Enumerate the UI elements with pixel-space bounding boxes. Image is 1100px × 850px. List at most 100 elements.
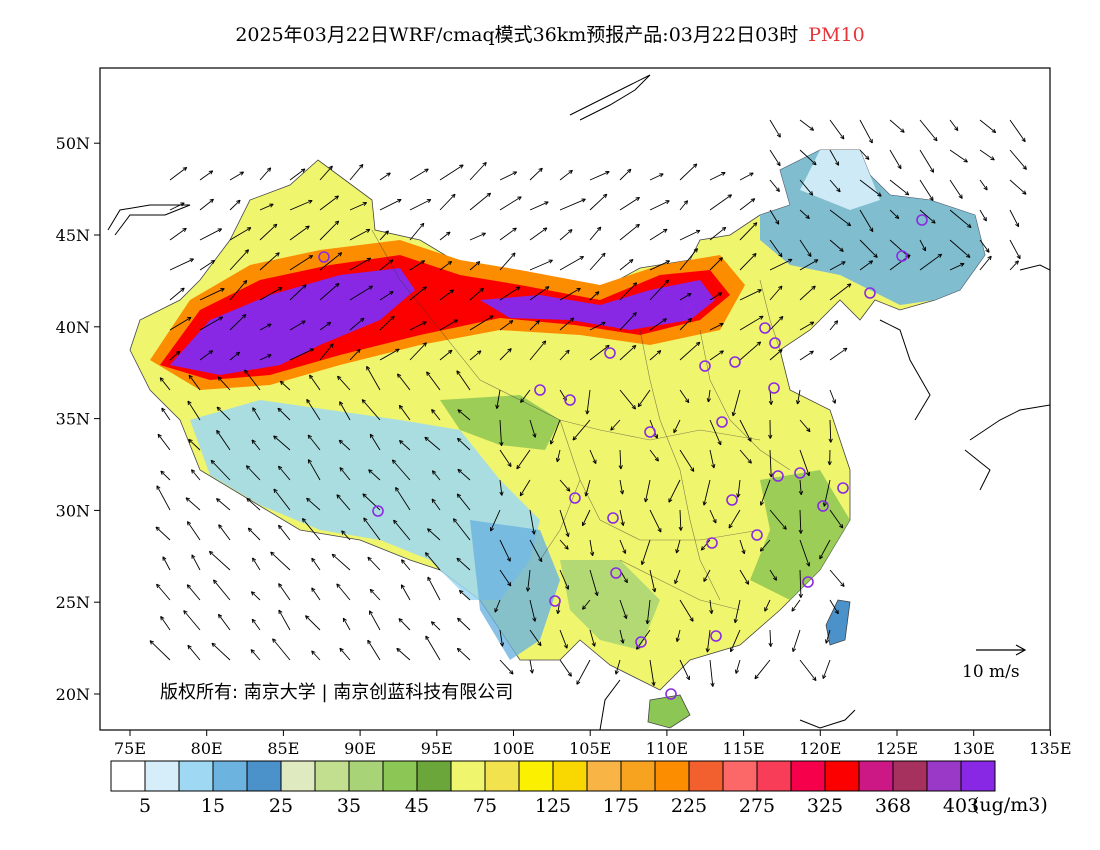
wind-arrow [499, 659, 514, 675]
wind-arrow [919, 119, 938, 142]
wind-arrow [229, 227, 252, 241]
wind-arrow [259, 223, 278, 241]
wind-arrow [550, 419, 561, 445]
wind-arrow [199, 316, 223, 331]
wind-arrow [769, 119, 781, 138]
northeast-light-region [800, 150, 880, 210]
city-marker [564, 394, 576, 406]
wind-arrow [559, 229, 573, 241]
wind-arrow [309, 374, 321, 391]
wind-arrow [1009, 149, 1027, 170]
wind-arrow [799, 179, 814, 196]
wind-arrow [919, 253, 942, 271]
wind-arrow [199, 198, 214, 211]
wind-arrow [409, 222, 425, 241]
wind-arrow [456, 370, 471, 391]
colorbar: 5 15 25 35 45 75 125 175 225 275 325 368 403 [110, 760, 996, 817]
wind-arrow [409, 321, 427, 331]
wind-arrow [459, 590, 471, 601]
wind-arrow [529, 659, 533, 674]
wind-arrow [270, 551, 291, 571]
wind-arrow [469, 287, 484, 301]
wind-arrow [529, 629, 542, 646]
wind-arrow [649, 260, 670, 271]
wind-arrow [586, 389, 591, 415]
x-tick-label: 100E [492, 739, 534, 758]
colorbar-swatch [620, 760, 656, 792]
wind-arrow [619, 282, 637, 301]
wind-arrow [363, 517, 381, 541]
colorbar-label: 15 [201, 795, 225, 817]
wind-arrow [251, 591, 261, 601]
wind-arrow [499, 252, 516, 271]
colorbar-swatch [790, 760, 826, 792]
wind-arrow [379, 199, 402, 211]
wind-arrow [409, 286, 427, 301]
x-tick-label: 90E [344, 739, 376, 758]
wind-arrow [889, 179, 910, 196]
wind-arrow [160, 616, 171, 631]
wind-arrow [336, 583, 351, 601]
wind-arrow [576, 659, 591, 685]
wind-arrow [739, 198, 756, 211]
wind-arrow [559, 287, 581, 301]
wind-arrow [709, 292, 723, 301]
title-main: 2025年03月22日WRF/cmaq模式36km预报产品:03月22日03时 [235, 24, 799, 46]
wind-arrow [259, 354, 272, 361]
wind-arrow [679, 229, 701, 241]
wind-arrow [619, 168, 632, 181]
wind-arrow [499, 419, 502, 446]
wind-arrow [349, 317, 365, 331]
colorbar-units: (ug/m3) [972, 794, 1048, 816]
colorbar-label: 125 [535, 795, 571, 817]
wind-arrow [457, 647, 471, 661]
wind-arrow [739, 172, 754, 181]
city-marker [699, 360, 711, 372]
wind-arrow [361, 399, 381, 421]
wind-arrow [289, 255, 313, 271]
wind-reference-label: 10 m/s [962, 662, 1020, 682]
wind-reference-arrow [976, 644, 1027, 656]
wind-arrow [529, 167, 543, 181]
wind-arrow [799, 209, 810, 219]
colorbar-label: 35 [337, 795, 361, 817]
wind-arrow [1009, 260, 1019, 271]
wind-arrow [739, 419, 752, 442]
colorbar-swatch [722, 760, 758, 792]
wind-arrow [619, 479, 624, 495]
wind-arrow [496, 389, 501, 409]
wind-arrow [709, 194, 732, 211]
city-marker [610, 567, 622, 579]
wind-arrow [338, 439, 351, 451]
city-marker [772, 470, 784, 482]
wind-arrow [859, 179, 882, 197]
wind-arrow [529, 201, 549, 211]
south-low-region [560, 560, 660, 650]
wind-arrow [499, 479, 503, 496]
wind-arrow [829, 261, 846, 271]
wind-arrow [799, 259, 819, 271]
wind-arrow [362, 493, 381, 511]
wind-arrow [737, 479, 741, 498]
wind-arrow [799, 569, 802, 598]
wind-arrow [559, 198, 586, 211]
wind-arrow [679, 317, 692, 331]
wind-arrow [615, 659, 621, 675]
wind-arrow [637, 389, 651, 408]
wind-arrow [649, 449, 659, 462]
dust-band-extreme-central [480, 280, 715, 330]
wind-arrow [589, 569, 598, 596]
wind-arrow [499, 227, 517, 241]
wind-arrow [859, 149, 870, 160]
wind-arrow [769, 258, 793, 271]
wind-arrow [829, 209, 851, 227]
city-marker [916, 214, 928, 226]
wind-arrow [679, 163, 698, 181]
wind-arrow [188, 439, 201, 451]
wind-arrow [311, 650, 321, 661]
wind-arrow [331, 553, 351, 571]
wind-arrow [859, 209, 874, 232]
wind-arrow [919, 149, 934, 173]
wind-arrow [247, 527, 261, 541]
wind-arrow [393, 519, 411, 541]
